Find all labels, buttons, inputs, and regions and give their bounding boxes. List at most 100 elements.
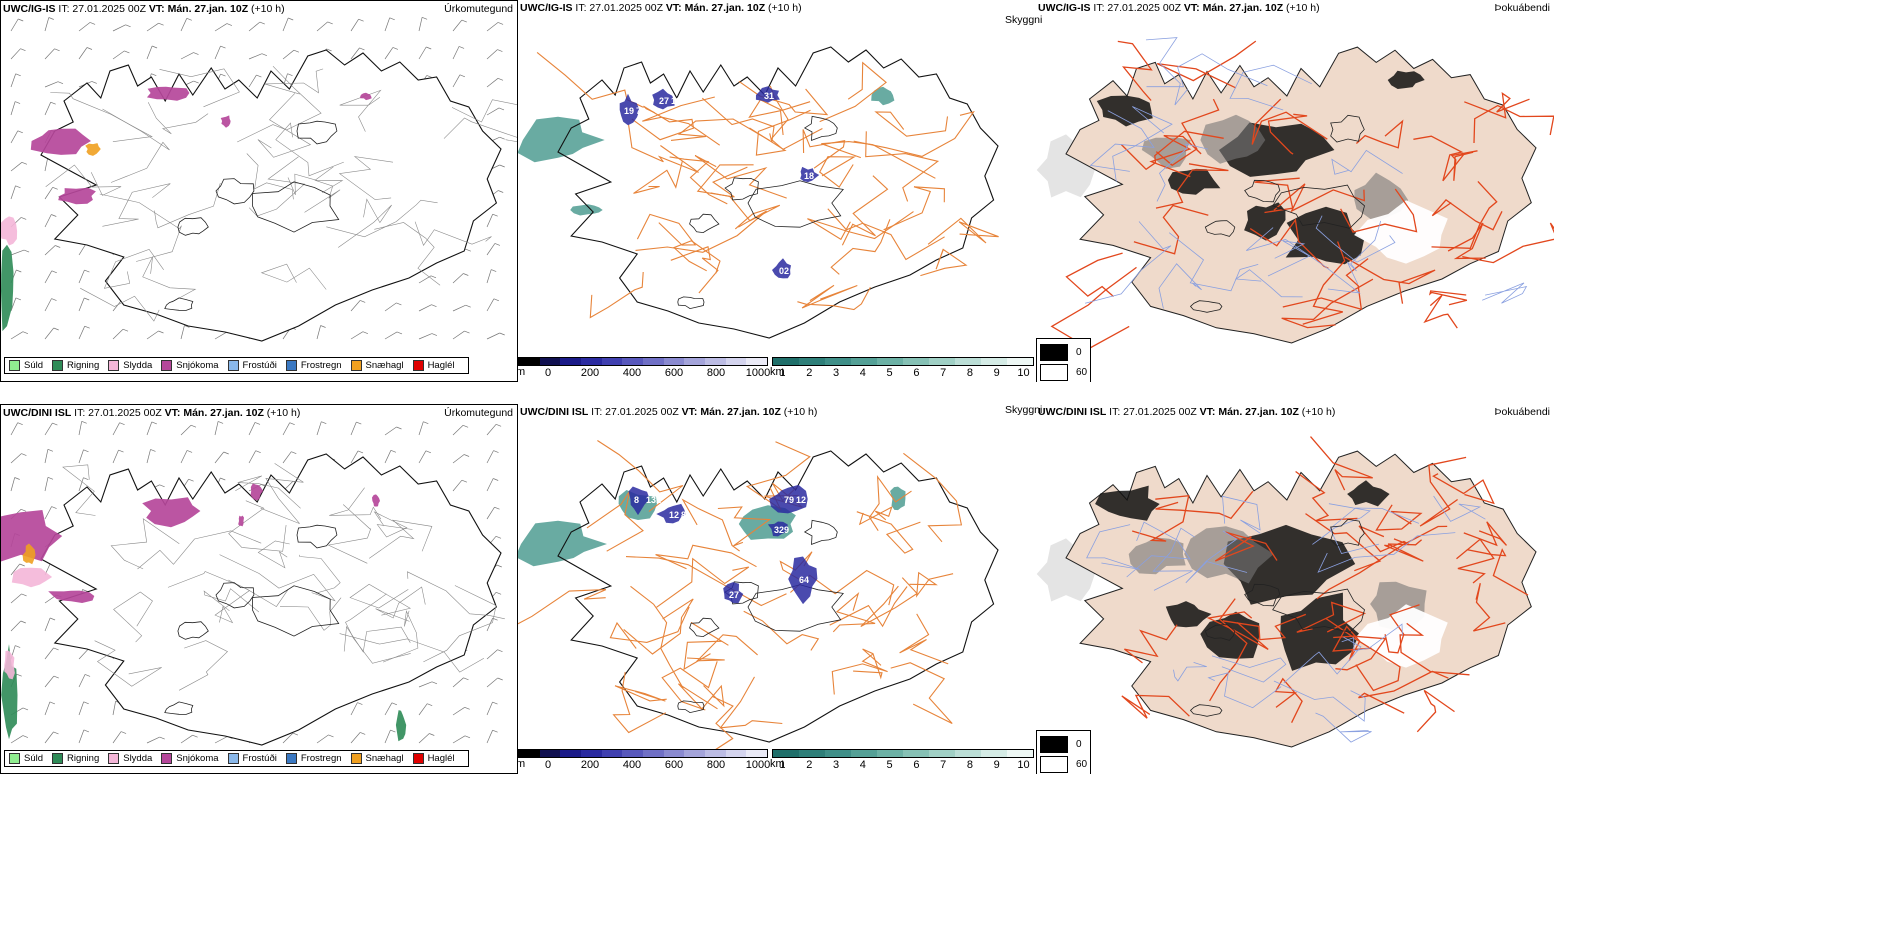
wind-barb-feather <box>54 48 60 52</box>
legend-label: Súld <box>24 753 44 764</box>
wind-barb <box>180 424 192 436</box>
road-line <box>821 141 936 179</box>
colorbar-tick-label: 8 <box>966 367 974 379</box>
wind-barb <box>78 421 83 436</box>
visibility-km-colorbar: km 1 2 3 4 5 6 7 8 9 10 <box>770 749 1034 772</box>
visibility-value-label: 329 <box>774 525 789 535</box>
wind-barb-feather <box>186 450 193 453</box>
snowfall-area <box>360 92 372 101</box>
colorbar-tick-label: 800 <box>706 367 726 379</box>
wind-barb-feather <box>159 736 165 740</box>
glacier-white-area <box>1354 200 1448 264</box>
road-line <box>856 511 921 554</box>
visibility-m-area <box>628 486 650 516</box>
wind-barb-feather <box>220 477 226 481</box>
road-line <box>694 155 787 199</box>
road-line <box>1456 538 1495 584</box>
wind-barb-feather <box>499 136 505 140</box>
wind-barb <box>418 17 423 32</box>
wind-barb <box>78 449 84 464</box>
colorbar-tick-label: 3 <box>832 759 840 771</box>
iceland-coastline <box>40 49 502 342</box>
river-line <box>1346 220 1382 285</box>
wind-barb <box>10 453 22 464</box>
road-line <box>451 99 517 123</box>
road-line <box>1281 278 1374 329</box>
road-line <box>1432 473 1495 505</box>
wind-barb <box>10 249 25 256</box>
road-line <box>899 613 949 665</box>
visibility-value-label: 02 <box>779 266 789 276</box>
legend-item: 60 <box>1040 754 1087 774</box>
visibility-value-label: 131 <box>646 495 661 505</box>
sleet-area <box>11 567 53 588</box>
wind-barb-feather <box>158 22 164 26</box>
wind-barb <box>486 214 494 228</box>
wind-barb-feather <box>226 23 233 26</box>
snowfall-area <box>30 128 91 155</box>
wind-barb-feather <box>53 327 59 331</box>
road-line <box>1296 601 1367 633</box>
wind-barb-feather <box>82 589 88 592</box>
wind-barb-feather <box>492 729 498 733</box>
road-line <box>797 287 871 311</box>
wind-barb-feather <box>51 506 57 509</box>
wind-barb <box>10 73 17 88</box>
wind-barb-feather <box>429 733 435 736</box>
road-line <box>749 109 811 156</box>
wind-barb-feather <box>220 45 226 49</box>
wind-barb <box>418 421 424 436</box>
wind-barb-feather <box>192 734 198 738</box>
legend-label: Haglél <box>427 753 455 764</box>
river-line <box>1315 712 1372 743</box>
visibility-km-area <box>871 86 895 106</box>
glacier-outline <box>747 584 844 632</box>
wind-barb-feather <box>21 161 28 165</box>
legend-item: Snæhagl <box>350 360 404 371</box>
wind-barb-feather <box>360 300 366 303</box>
snowfall-area <box>48 590 95 603</box>
wind-barb <box>10 130 19 144</box>
wind-barb-feather <box>259 21 265 25</box>
precip-type-legend: Súld Rigning Slydda Snjókoma Frostúði Frostre… <box>4 357 469 374</box>
wind-barb-feather <box>390 729 396 733</box>
wind-barb <box>350 47 360 60</box>
legend-swatch <box>52 753 64 764</box>
road-line <box>1431 180 1498 249</box>
wind-barb <box>146 330 159 340</box>
wind-barb-feather <box>52 186 58 190</box>
panel-field-name: Þokuábendi <box>1494 406 1550 418</box>
river-line <box>1229 64 1312 111</box>
road-line <box>414 221 492 246</box>
wind-barb-feather <box>390 449 397 453</box>
legend-item: Frostregn <box>285 360 342 371</box>
panel-fog-igis: UWC/IG-IS IT: 27.01.2025 00Z VT: Mán. 27… <box>1036 0 1554 382</box>
road-line <box>589 271 644 319</box>
road-line <box>779 551 813 582</box>
colorbar-unit: km <box>770 366 785 378</box>
panel-field-name: Skyggni <box>1005 14 1043 26</box>
wind-barb-feather <box>124 50 130 54</box>
fog-legend: 0 60 <box>1036 730 1092 774</box>
road-line <box>1450 150 1478 181</box>
wind-barb-feather <box>16 269 22 273</box>
road-line <box>1251 98 1328 145</box>
road-line <box>264 68 324 95</box>
river-line <box>1086 524 1141 570</box>
wind-barb <box>452 19 463 32</box>
wind-barb <box>44 477 49 492</box>
road-line <box>329 487 382 520</box>
glacier-outline <box>296 120 338 145</box>
wind-barb-feather <box>328 734 334 738</box>
panel-precip-type-dini: UWC/DINI ISL IT: 27.01.2025 00Z VT: Mán.… <box>0 404 518 774</box>
wind-barb-feather <box>193 52 199 55</box>
wind-barb <box>10 331 24 340</box>
river-line <box>1156 143 1209 202</box>
road-line <box>1333 635 1387 671</box>
river-line <box>1317 532 1456 573</box>
visibility-m-area <box>723 582 744 604</box>
wind-barb <box>486 450 494 464</box>
wind-barb-feather <box>430 275 437 279</box>
wind-barb-feather <box>492 213 498 217</box>
legend-item: Frostúði <box>227 753 277 764</box>
